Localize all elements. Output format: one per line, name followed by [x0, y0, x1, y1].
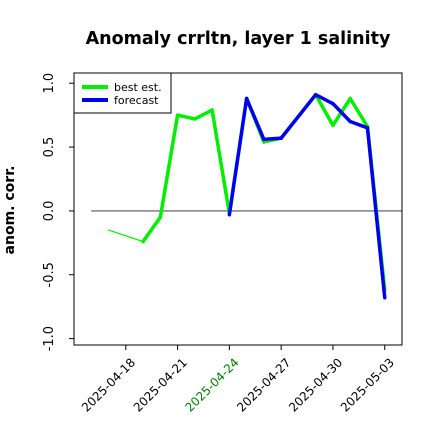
line-segment [244, 96, 266, 142]
line-segment [348, 119, 370, 130]
legend-label: best est. [114, 81, 162, 94]
line-segment [107, 229, 144, 243]
legend: best est.forecast [73, 72, 172, 114]
line-segment [331, 101, 352, 124]
y-tick-label: 1.0 [42, 73, 57, 94]
line-segment [262, 136, 283, 142]
line-segment [227, 96, 249, 217]
chart-title: Anomaly crrltn, layer 1 salinity [86, 29, 391, 49]
x-tick-label: 2025-04-21 [131, 355, 190, 414]
line-segment [193, 108, 214, 121]
line-segment [313, 92, 335, 106]
line-segment [365, 126, 387, 300]
x-tick-label: 2025-04-18 [79, 355, 138, 414]
plot-frame [73, 72, 403, 346]
legend-label: forecast [114, 94, 159, 107]
line-segment [210, 108, 232, 216]
y-tick-label: 0.0 [42, 201, 57, 222]
y-axis-label: anom. corr. [2, 166, 18, 255]
plot-area: 1.00.50.0-0.5-1.02025-04-182025-04-21202… [42, 73, 397, 415]
line-segment [175, 113, 197, 121]
chart-marks [91, 92, 402, 300]
line-segment [141, 215, 163, 244]
line-segment [348, 96, 370, 129]
y-tick-label: -1.0 [42, 326, 57, 351]
y-tick-label: 0.5 [42, 137, 57, 158]
series-forecast-line [227, 92, 387, 300]
line-segment [313, 92, 335, 128]
x-tick-label: 2025-05-03 [338, 355, 397, 414]
x-tick-label: 2025-04-30 [286, 355, 345, 414]
y-tick-label: -0.5 [42, 262, 57, 287]
line-segment [279, 92, 318, 140]
line-segment [158, 113, 180, 220]
x-tick-label: 2025-04-27 [234, 355, 293, 414]
x-tick-label: 2025-04-24 [182, 355, 241, 414]
legend-box [73, 72, 172, 114]
series-best-est-line [107, 92, 387, 292]
